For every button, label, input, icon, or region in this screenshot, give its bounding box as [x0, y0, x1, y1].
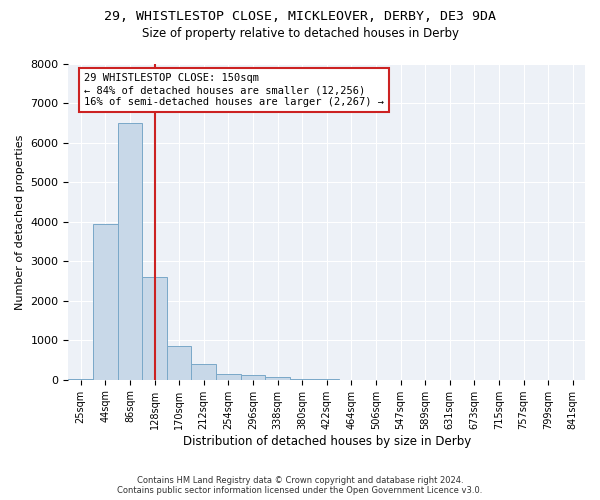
X-axis label: Distribution of detached houses by size in Derby: Distribution of detached houses by size … [182, 434, 471, 448]
Bar [93, 224, 118, 380]
Text: Size of property relative to detached houses in Derby: Size of property relative to detached ho… [142, 28, 458, 40]
Bar [118, 123, 142, 380]
Bar [142, 277, 167, 380]
Text: 29 WHISTLESTOP CLOSE: 150sqm
← 84% of detached houses are smaller (12,256)
16% o: 29 WHISTLESTOP CLOSE: 150sqm ← 84% of de… [84, 74, 384, 106]
Text: Contains HM Land Registry data © Crown copyright and database right 2024.
Contai: Contains HM Land Registry data © Crown c… [118, 476, 482, 495]
Bar [216, 374, 241, 380]
Bar [241, 376, 265, 380]
Bar [191, 364, 216, 380]
Text: 29, WHISTLESTOP CLOSE, MICKLEOVER, DERBY, DE3 9DA: 29, WHISTLESTOP CLOSE, MICKLEOVER, DERBY… [104, 10, 496, 23]
Bar [290, 379, 314, 380]
Bar [167, 346, 191, 380]
Bar [68, 378, 93, 380]
Y-axis label: Number of detached properties: Number of detached properties [15, 134, 25, 310]
Bar [314, 379, 339, 380]
Bar [265, 377, 290, 380]
